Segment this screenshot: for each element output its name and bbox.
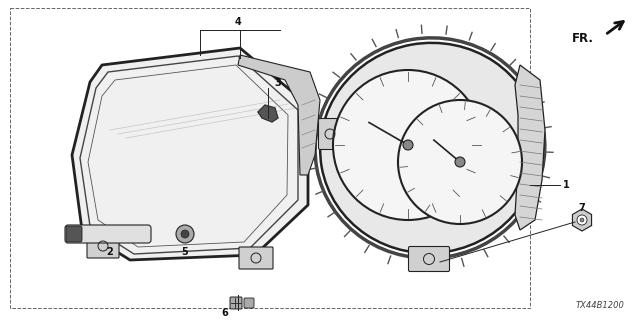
Text: 6: 6 <box>221 308 228 318</box>
FancyBboxPatch shape <box>230 297 242 309</box>
Text: TX44B1200: TX44B1200 <box>576 301 625 310</box>
FancyBboxPatch shape <box>239 247 273 269</box>
Circle shape <box>403 140 413 150</box>
Circle shape <box>333 70 483 220</box>
Circle shape <box>176 225 194 243</box>
Polygon shape <box>238 55 320 175</box>
FancyBboxPatch shape <box>408 246 449 271</box>
Polygon shape <box>572 209 591 231</box>
Text: 4: 4 <box>235 17 241 27</box>
Text: FR.: FR. <box>572 31 594 44</box>
Circle shape <box>580 218 584 222</box>
FancyBboxPatch shape <box>87 234 119 258</box>
Text: 3: 3 <box>274 78 281 88</box>
FancyBboxPatch shape <box>65 225 151 243</box>
Text: 1: 1 <box>563 180 570 190</box>
FancyBboxPatch shape <box>66 226 82 242</box>
Circle shape <box>455 157 465 167</box>
Text: 5: 5 <box>182 247 188 257</box>
Circle shape <box>398 100 522 224</box>
FancyBboxPatch shape <box>244 298 254 308</box>
Text: 7: 7 <box>579 203 586 213</box>
Circle shape <box>181 230 189 238</box>
Ellipse shape <box>320 43 540 253</box>
Text: 2: 2 <box>107 247 113 257</box>
Polygon shape <box>72 48 308 260</box>
Circle shape <box>577 215 587 225</box>
Polygon shape <box>258 105 278 122</box>
Polygon shape <box>515 65 545 230</box>
FancyBboxPatch shape <box>319 118 342 149</box>
